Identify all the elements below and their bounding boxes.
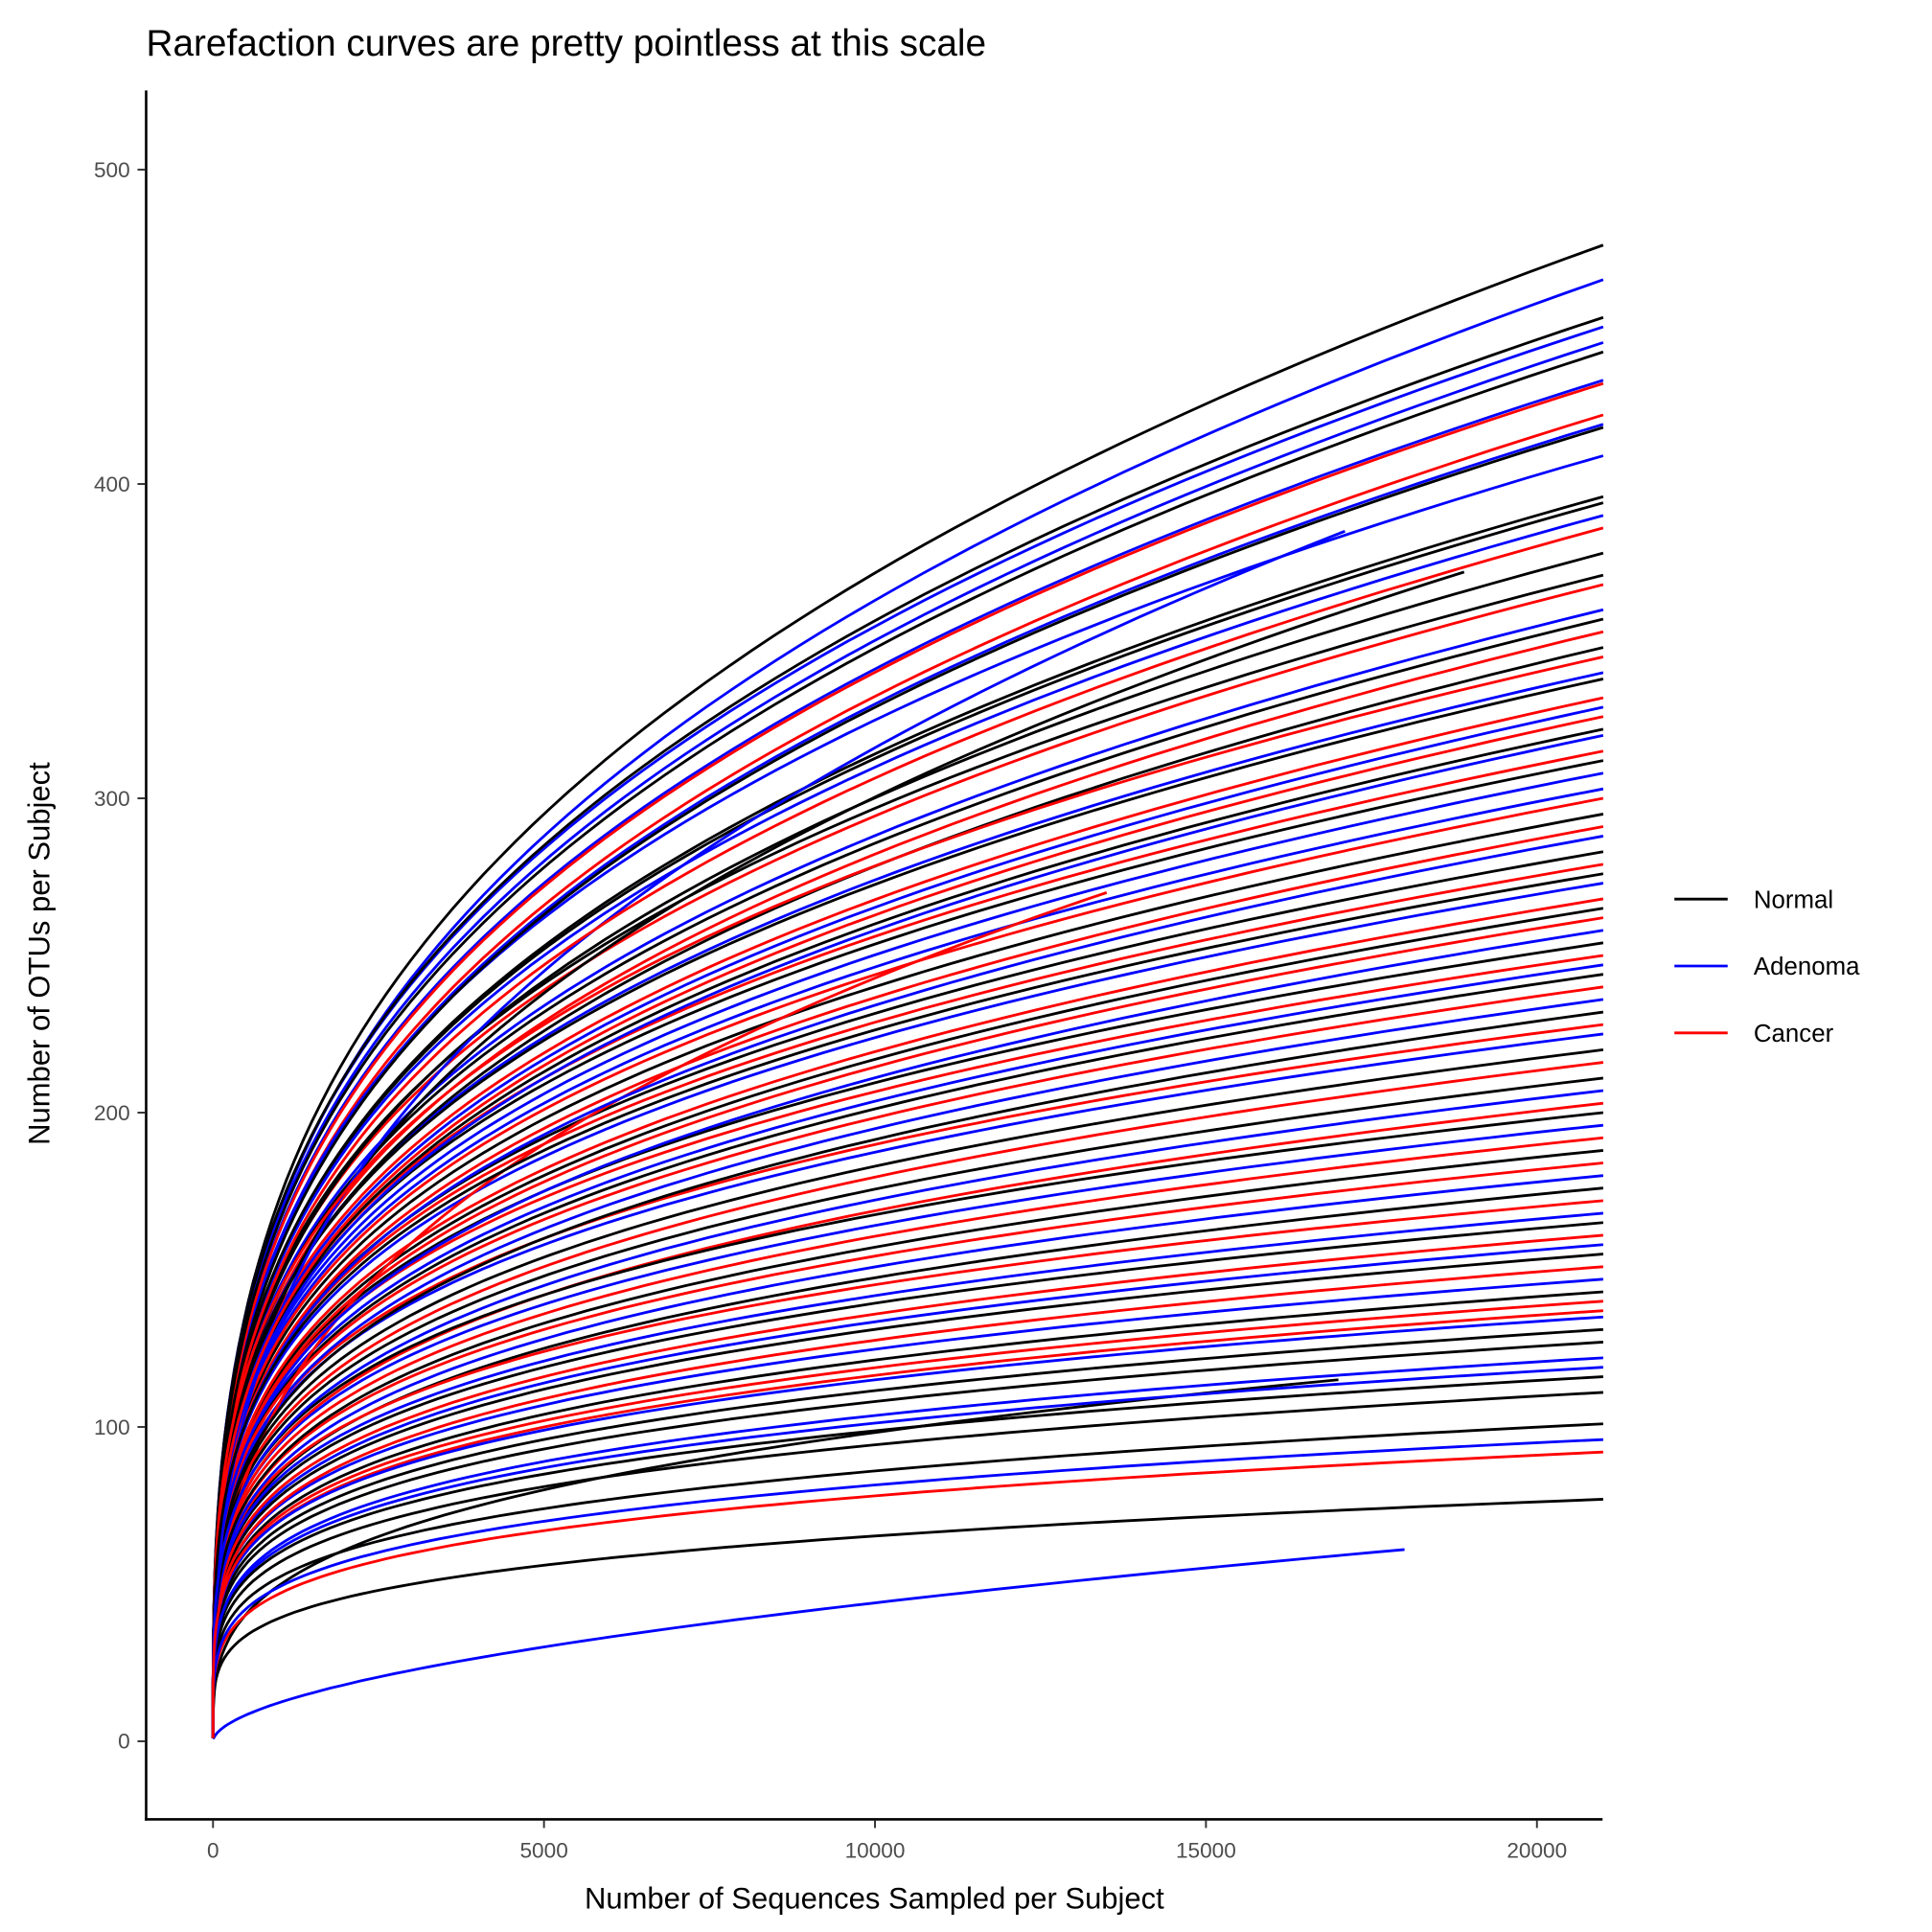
curve-adenoma [211,278,1604,1738]
curve-normal [211,1375,1603,1738]
curve-cancer [211,1265,1604,1738]
curve-adenoma [212,1548,1405,1740]
curve-adenoma [211,1032,1604,1738]
curve-adenoma [211,1356,1603,1738]
legend: Normal Adenoma Cancer [1674,886,1860,1047]
curve-normal [211,1341,1603,1738]
curve-normal [211,1391,1603,1738]
curve-normal [211,243,1604,1738]
curve-cancer [211,796,1604,1738]
curve-adenoma [211,1089,1604,1738]
curve-adenoma [211,1211,1604,1738]
x-tick-label: 10000 [845,1838,906,1862]
curve-normal [211,907,1604,1738]
curve-normal [211,872,1604,1738]
curve-cancer [211,656,1604,1738]
curve-normal [211,1378,1339,1738]
curve-cancer [211,749,1604,1738]
x-axis-title: Number of Sequences Sampled per Subject [585,1881,1164,1915]
curves-layer [211,243,1604,1740]
legend-label-cancer: Cancer [1754,1021,1834,1047]
curve-adenoma [211,1315,1603,1738]
curve-normal [211,1047,1604,1738]
curve-normal [211,1422,1603,1738]
curve-adenoma [211,1366,1603,1738]
curve-normal [211,1149,1604,1738]
curve-cancer [211,985,1604,1738]
curve-adenoma [211,1174,1604,1738]
curve-normal [211,1221,1604,1738]
y-tick-label: 300 [94,787,130,811]
curve-adenoma [211,454,1604,1738]
curve-adenoma [211,325,1604,1738]
y-tick-label: 500 [94,158,130,182]
curve-cancer [211,381,1604,1738]
y-tick-label: 0 [118,1730,130,1754]
x-tick-label: 5000 [519,1838,567,1862]
curve-cancer [211,1136,1604,1738]
curve-adenoma [211,1438,1603,1738]
curve-normal [211,1498,1603,1738]
curve-cancer [211,1061,1604,1738]
curve-cancer [211,715,1604,1738]
curve-normal [211,350,1604,1738]
curve-normal [211,1253,1604,1738]
y-axis-title: Number of OTUs per Subject [23,762,57,1145]
curve-normal [211,570,1465,1738]
x-tick-label: 0 [207,1838,219,1862]
curve-cancer [211,1450,1603,1738]
curve-normal [211,426,1604,1738]
curve-adenoma [211,1243,1604,1738]
curve-adenoma [211,929,1604,1738]
y-tick-label: 200 [94,1101,130,1125]
legend-label-adenoma: Adenoma [1754,954,1860,980]
y-tick-label: 100 [94,1415,130,1439]
x-ticks: 0 5000 10000 15000 20000 [207,1820,1567,1862]
x-tick-label: 15000 [1176,1838,1236,1862]
curve-normal [211,1327,1603,1738]
curve-cancer [211,1233,1604,1738]
curve-cancer [211,1300,1603,1738]
legend-label-normal: Normal [1754,886,1833,913]
x-tick-label: 20000 [1506,1838,1567,1862]
chart-title: Rarefaction curves are pretty pointless … [146,23,986,64]
curve-normal [211,617,1604,1738]
curve-normal [211,315,1604,1738]
curve-normal [211,1290,1603,1738]
y-ticks: 0 100 200 300 400 500 [94,158,146,1754]
curve-normal [211,1076,1604,1738]
curve-adenoma [211,341,1604,1738]
y-tick-label: 400 [94,472,130,496]
curve-cancer [211,954,1604,1738]
curve-adenoma [211,771,1604,1738]
curve-cancer [211,526,1604,1738]
curve-cancer [211,897,1604,1738]
